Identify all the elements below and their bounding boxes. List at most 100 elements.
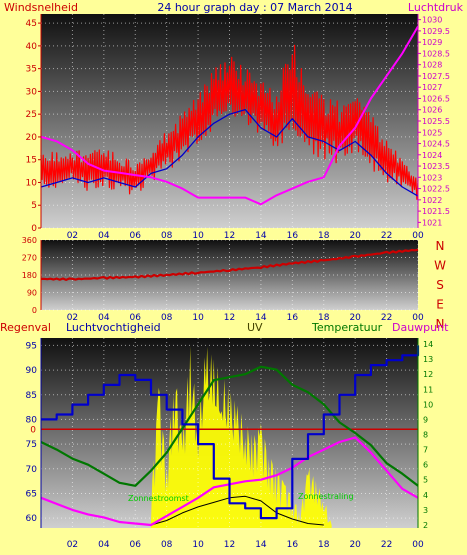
x-tick-label: 20 xyxy=(349,231,361,241)
wind-gust-line xyxy=(40,44,419,200)
y-left-tick-label: 45 xyxy=(26,19,37,29)
compass-label: E xyxy=(436,298,444,312)
y-tick-label: 180 xyxy=(22,271,37,280)
direction-grid xyxy=(41,239,419,311)
rain-label: Regenval xyxy=(0,321,51,334)
solar-line xyxy=(150,495,324,526)
x-tick-label: 10 xyxy=(192,231,204,241)
y-left-tick-label: 90 xyxy=(26,366,38,376)
x-tick-label: 16 xyxy=(287,313,299,323)
rain-zero-label: 0 xyxy=(30,425,36,435)
x-tick-label: 22 xyxy=(381,540,392,550)
y-left-tick-label: 95 xyxy=(26,341,37,351)
x-tick-label: 22 xyxy=(381,231,392,241)
y-tick-label: 270 xyxy=(22,254,37,263)
graph-title: 24 hour graph day : 07 March 2014 xyxy=(157,1,352,14)
y-right-tick-label: 14 xyxy=(423,340,433,349)
y-right-tick-label: 10 xyxy=(423,400,433,409)
wind-plot-area xyxy=(41,14,418,228)
x-tick-label: 06 xyxy=(130,313,142,323)
y-left-tick-label: 65 xyxy=(26,489,37,499)
x-tick-label: 12 xyxy=(224,540,235,550)
y-right-tick-label: 1025.5 xyxy=(422,117,450,126)
pressure-line xyxy=(40,25,419,206)
x-tick-label: 08 xyxy=(161,313,173,323)
y-left-tick-label: 75 xyxy=(26,440,37,450)
y-right-tick-label: 3 xyxy=(423,506,428,515)
y-right-tick-label: 1023.5 xyxy=(422,162,450,171)
x-tick-label: 18 xyxy=(318,313,330,323)
x-tick-label: 00 xyxy=(412,540,424,550)
y-left-tick-label: 35 xyxy=(26,65,37,75)
x-tick-label: 14 xyxy=(255,313,267,323)
y-right-tick-label: 7 xyxy=(423,446,428,455)
y-tick-label: 360 xyxy=(22,236,37,245)
y-tick-label: 90 xyxy=(27,289,37,298)
y-left-tick-label: 15 xyxy=(26,156,37,166)
y-left-tick-label: 0 xyxy=(31,224,37,234)
x-tick-label: 02 xyxy=(67,540,78,550)
compass-label: N xyxy=(436,317,445,331)
direction-data xyxy=(40,248,419,281)
y-right-tick-label: 1028.5 xyxy=(422,49,450,58)
wind-avg-line xyxy=(40,108,419,197)
y-right-tick-label: 8 xyxy=(423,431,428,440)
y-right-tick-label: 1026 xyxy=(422,106,442,115)
y-right-tick-label: 1024 xyxy=(422,151,442,160)
y-right-tick-label: 1022 xyxy=(422,196,442,205)
x-tick-label: 02 xyxy=(67,313,78,323)
x-tick-label: 06 xyxy=(130,231,142,241)
wind-data xyxy=(40,25,419,206)
y-right-tick-label: 1029 xyxy=(422,38,442,47)
y-right-tick-label: 9 xyxy=(423,415,428,424)
y-right-tick-label: 1027.5 xyxy=(422,72,450,81)
y-right-tick-label: 1029.5 xyxy=(422,27,450,36)
y-left-tick-label: 20 xyxy=(26,133,38,143)
x-tick-label: 00 xyxy=(412,231,424,241)
y-right-tick-label: 1026.5 xyxy=(422,94,450,103)
y-right-tick-label: 1030 xyxy=(422,16,442,25)
x-tick-label: 14 xyxy=(255,231,267,241)
y-left-tick-label: 80 xyxy=(26,415,38,425)
x-tick-label: 04 xyxy=(98,540,110,550)
x-tick-label: 16 xyxy=(287,231,299,241)
solar-radiation-annotation: Zonnestraling xyxy=(298,492,354,501)
solar-current-annotation: Zonnestroomst xyxy=(128,494,189,503)
y-right-tick-label: 6 xyxy=(423,461,428,470)
compass-label: S xyxy=(436,278,444,292)
dewpoint-label: Dauwpunt xyxy=(392,321,449,334)
y-right-tick-label: 1024.5 xyxy=(422,140,450,149)
humidity-line xyxy=(41,345,420,520)
x-tick-label: 18 xyxy=(318,231,330,241)
y-right-tick-label: 1022.5 xyxy=(422,185,450,194)
x-tick-label: 16 xyxy=(287,540,299,550)
x-tick-label: 10 xyxy=(192,313,204,323)
y-left-tick-label: 70 xyxy=(26,465,38,475)
x-tick-label: 10 xyxy=(192,540,204,550)
temperature-line xyxy=(40,365,419,487)
y-right-tick-label: 11 xyxy=(423,385,433,394)
x-tick-label: 18 xyxy=(318,540,330,550)
y-right-tick-label: 12 xyxy=(423,370,433,379)
x-tick-label: 04 xyxy=(98,313,110,323)
wind-direction-line xyxy=(40,248,419,281)
x-tick-label: 08 xyxy=(161,231,173,241)
uv-data xyxy=(151,346,332,528)
y-right-tick-label: 1023 xyxy=(422,173,442,182)
x-tick-label: 12 xyxy=(224,313,235,323)
pressure-label: Luchtdruk xyxy=(408,1,464,14)
uv-area xyxy=(151,346,332,528)
y-left-tick-label: 30 xyxy=(26,87,38,97)
humidity-data: Zonnestroomst Zonnestraling xyxy=(40,345,420,527)
compass-label: N xyxy=(436,239,445,253)
x-tick-label: 04 xyxy=(98,231,110,241)
y-left-tick-label: 5 xyxy=(31,201,37,211)
y-right-tick-label: 1021.5 xyxy=(422,207,450,216)
x-tick-label: 22 xyxy=(381,313,392,323)
uv-label: UV xyxy=(247,321,263,334)
temperature-label: Temperatuur xyxy=(311,321,383,334)
